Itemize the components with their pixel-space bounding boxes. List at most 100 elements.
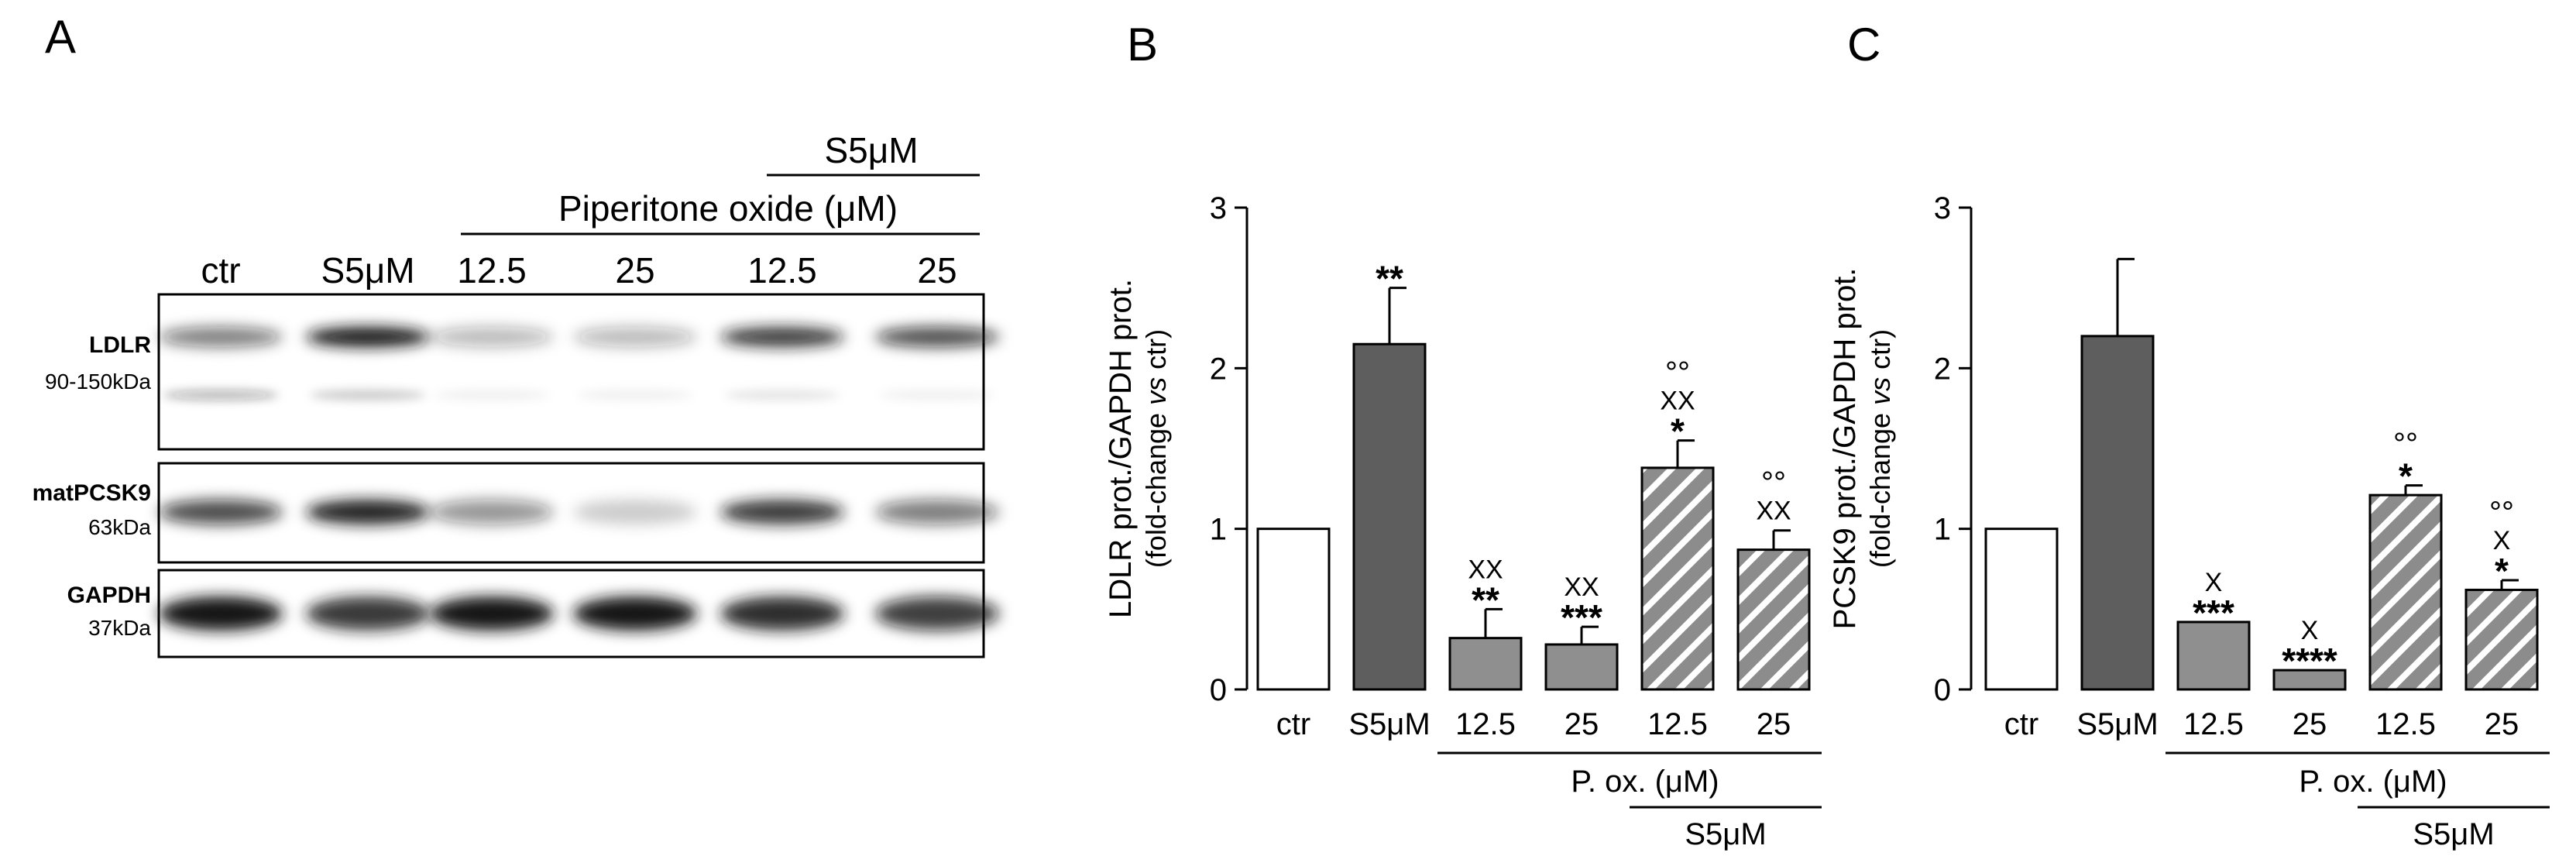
x-tick-label: 25 (2485, 707, 2519, 741)
y-axis-label-secondary: (fold-change vs ctr) (1864, 329, 1896, 568)
blot-band (159, 596, 283, 631)
blot-lane-labels: ctr S5μM 12.5 25 12.5 25 (201, 250, 957, 290)
blot-band (875, 596, 999, 631)
bar (1640, 466, 1715, 691)
significance-mark: XX (1660, 387, 1695, 416)
blot-band (306, 596, 430, 631)
group-label: P. ox. (μM) (2299, 765, 2447, 799)
x-tick-label: 25 (1757, 707, 1791, 741)
group-label: P. ox. (μM) (1571, 765, 1719, 799)
bar (1352, 342, 1427, 691)
blot-band (720, 500, 844, 524)
blot-size-label: 63kDa (88, 515, 151, 539)
significance-mark: °° (1761, 466, 1786, 500)
significance-mark: X (2301, 616, 2319, 645)
significance-mark: XX (1468, 555, 1503, 584)
s5-label: S5μM (2413, 817, 2494, 851)
bar (1256, 528, 1331, 691)
blot-s5-header: S5μM (824, 130, 918, 170)
blot-protein-label: GAPDH (67, 583, 151, 608)
blot-band-lower (724, 390, 840, 400)
bar (1448, 637, 1523, 691)
blot-rows: LDLR 90-150kDa matPCSK9 63kDa GAPDH 37kDa (33, 293, 999, 658)
blot-frame (157, 293, 985, 451)
blot-band (573, 596, 697, 631)
significance-mark: *** (2193, 593, 2234, 633)
y-axis-label: LDLR prot./GAPDH prot. (1104, 279, 1138, 618)
blot-lane-label: S5μM (321, 250, 414, 290)
significance-mark: XX (1756, 497, 1791, 526)
blot-lane-label: 12.5 (747, 250, 817, 290)
y-tick-label: 1 (1210, 513, 1227, 547)
blot-band (159, 500, 283, 524)
bar (2272, 669, 2347, 691)
x-tick-label: ctr (1276, 707, 1310, 741)
significance-mark: °° (2393, 428, 2418, 462)
ldlr-bar-chart: 0 1 2 3 LDLR prot./GAPDH prot. (fold-change v… (1104, 191, 1822, 851)
significance-mark: XX (1564, 572, 1599, 602)
y-tick-label: 2 (1210, 352, 1227, 386)
blot-band-lower (163, 390, 279, 400)
y-tick-label: 3 (1210, 191, 1227, 225)
blot-band (159, 327, 283, 347)
blot-protein-label: matPCSK9 (33, 480, 151, 506)
bar (2368, 493, 2443, 691)
blot-row: LDLR 90-150kDa (45, 293, 999, 451)
bar (1736, 548, 1811, 691)
blot-lane-label: 25 (917, 250, 957, 290)
blot-band (875, 500, 999, 524)
blot-band-lower (879, 390, 995, 400)
y-tick-label: 0 (1934, 673, 1951, 707)
western-blot: S5μM Piperitone oxide (μM) ctr S5μM 12.5 25… (33, 130, 999, 658)
y-axis-label-secondary: (fold-change vs ctr) (1140, 329, 1172, 568)
significance-mark: * (2399, 456, 2413, 497)
significance-mark: *** (1561, 597, 1602, 638)
s5-label: S5μM (1685, 817, 1766, 851)
blot-band-lower (310, 390, 426, 400)
blot-band-lower (577, 390, 693, 400)
x-tick-label: 12.5 (2375, 707, 2436, 741)
bar (2464, 588, 2539, 691)
significance-mark: * (2495, 551, 2509, 591)
pcsk9-bar-chart: 0 1 2 3 PCSK9 prot./GAPDH prot. (fold-change … (1828, 191, 2550, 851)
blot-frame (157, 462, 985, 564)
blot-band (430, 327, 554, 347)
significance-mark: X (2493, 526, 2511, 555)
panel-letter-c: C (1847, 19, 1880, 70)
blot-lane-label: 25 (615, 250, 654, 290)
x-tick-label: 12.5 (2183, 707, 2244, 741)
panel-letter-a: A (45, 11, 76, 63)
significance-mark: X (2205, 568, 2223, 597)
significance-mark: ** (1472, 579, 1499, 620)
significance-mark: * (1671, 411, 1685, 452)
x-tick-label: 25 (2293, 707, 2327, 741)
x-tick-label: 12.5 (1455, 707, 1516, 741)
significance-mark: ** (1376, 259, 1403, 299)
significance-mark: °° (1665, 356, 1690, 390)
x-tick-label: 25 (1564, 707, 1599, 741)
blot-protein-label: LDLR (89, 332, 151, 358)
bar (1544, 643, 1619, 691)
significance-mark: **** (2282, 641, 2337, 681)
blot-row: GAPDH 37kDa (67, 569, 999, 658)
blot-lane-label: 12.5 (457, 250, 527, 290)
blot-band (430, 500, 554, 524)
blot-band (720, 596, 844, 631)
blot-size-label: 90-150kDa (45, 370, 151, 394)
blot-band-lower (434, 390, 550, 400)
y-tick-label: 0 (1210, 673, 1227, 707)
blot-band (430, 596, 554, 631)
blot-band (306, 500, 430, 524)
y-tick-label: 3 (1934, 191, 1951, 225)
blot-row: matPCSK9 63kDa (33, 462, 999, 564)
bar (2080, 335, 2155, 691)
blot-band (573, 327, 697, 347)
x-tick-label: S5μM (2076, 707, 2158, 741)
x-tick-label: 12.5 (1647, 707, 1708, 741)
bar (1984, 528, 2059, 691)
blot-band (720, 327, 844, 347)
blot-frame (157, 569, 985, 658)
significance-mark: °° (2489, 496, 2514, 530)
y-axis-label: PCSK9 prot./GAPDH prot. (1828, 268, 1862, 630)
